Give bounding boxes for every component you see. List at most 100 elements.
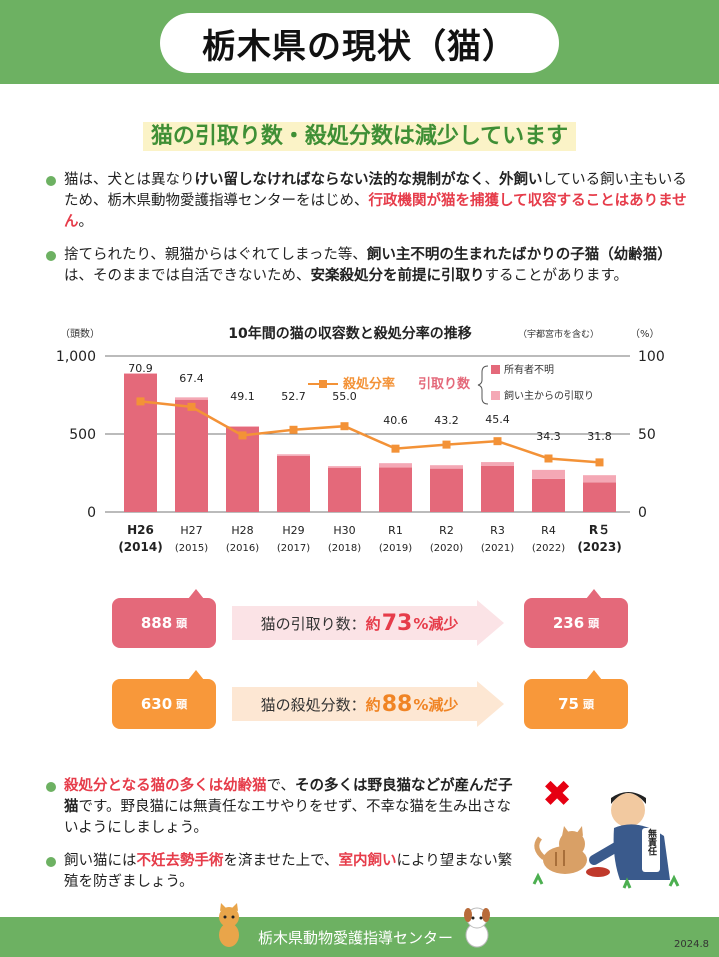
x-tick-year: (2020) (430, 543, 463, 554)
bar-owner-surrender (583, 475, 616, 483)
reduction-arrow: 猫の殺処分数：約 88 %減少 (232, 681, 512, 727)
chart-title-note: （宇都宮市を含む） (518, 328, 599, 340)
after-unit: 頭 (588, 617, 600, 630)
after-value-box: 75 頭 (524, 670, 628, 729)
rate-marker (595, 458, 604, 467)
footer: 栃木県動物愛護指導センター 2024.8 (0, 903, 719, 957)
legend-brace (477, 365, 489, 405)
bold-text: 安楽殺処分を前提に引取り (310, 268, 485, 284)
chart-svg: 10年間の猫の収容数と殺処分率の推移 （宇都宮市を含む） （頭数） （%） 1,… (56, 325, 665, 554)
cat-mascot-icon (219, 903, 239, 947)
rate-marker (340, 422, 349, 431)
before-value-box: 630 頭 (112, 670, 216, 729)
y-left-label: （頭数） (60, 327, 100, 340)
illustration-irresponsible-feeding: ✖ 無責任 (520, 768, 710, 898)
chart-legend: 殺処分率 引取り数 所有者不明 飼い主からの引取り (308, 363, 594, 405)
legend-bar-group-label: 引取り数 (418, 376, 471, 392)
bar-owner-unknown (583, 482, 616, 512)
bullet-item: 猫は、犬とは異なりけい留しなければならない法的な規制がなく、外飼いしている飼い主… (38, 170, 688, 233)
reduction-prefix: 約 (365, 614, 381, 633)
after-unit: 頭 (582, 698, 594, 711)
x-tick-label: R５ (589, 523, 610, 537)
x-tick-year: (2023) (577, 540, 621, 554)
arrow-shape (232, 600, 504, 646)
bar-owner-surrender (175, 397, 208, 400)
dog-mascot-icon (464, 907, 490, 948)
rate-marker (493, 437, 502, 446)
text: 飼い猫には (64, 853, 137, 869)
reduction-percent: 73 (381, 610, 413, 636)
rate-data-label: 49.1 (230, 390, 255, 403)
page-title: 栃木県の現状（猫） (202, 26, 517, 67)
comparison-euthanasia: 630 頭 猫の殺処分数：約 88 %減少 75 頭 (112, 670, 632, 735)
subtitle-text: 猫の引取り数・殺処分数は減少しています (142, 122, 577, 151)
legend-swatch (491, 391, 500, 400)
reduction-arrow: 猫の引取り数：約 73 %減少 (232, 600, 512, 646)
red-text: 殺処分となる猫の多くは幼齢猫 (64, 778, 267, 794)
x-tick-label: R3 (490, 524, 505, 537)
bar-owner-unknown (379, 467, 412, 512)
person-icon: 無責任 (589, 792, 670, 880)
x-mark-icon: ✖ (542, 774, 572, 815)
y-left-tick: 0 (87, 505, 96, 521)
bullet-item: 殺処分となる猫の多くは幼齢猫で、その多くは野良猫などが産んだ子猫です。野良猫には… (38, 776, 518, 839)
rate-data-label: 55.0 (332, 390, 357, 403)
text: は、そのままでは自活できないため、 (64, 268, 311, 284)
text: 捨てられたり、親猫からはぐれてしまった等、 (64, 247, 367, 263)
bar-owner-unknown (328, 468, 361, 512)
reduction-label: 猫の引取り数： (260, 614, 366, 633)
food-bowl-icon (586, 867, 610, 877)
bold-text: 外飼い (499, 172, 543, 188)
rate-data-label: 34.3 (536, 430, 561, 443)
bar-owner-surrender (481, 462, 514, 466)
y-right-tick: 0 (638, 505, 647, 521)
text: 。 (78, 214, 94, 230)
header-band: 栃木県の現状（猫） (0, 0, 719, 84)
bar-owner-unknown (124, 373, 157, 512)
reduction-text: 猫の引取り数：約 73 %減少 (232, 600, 487, 646)
chart: 10年間の猫の収容数と殺処分率の推移 （宇都宮市を含む） （頭数） （%） 1,… (40, 320, 690, 565)
after-value: 75 (558, 695, 579, 713)
bar-owner-surrender (226, 426, 259, 427)
before-unit: 頭 (176, 617, 188, 630)
rate-data-label: 52.7 (281, 390, 306, 403)
reduction-prefix: 約 (365, 695, 381, 714)
x-tick-year: (2019) (379, 543, 412, 554)
bullet-item: 飼い猫には不妊去勢手術を済ませた上で、室内飼いにより望まない繁殖を防ぎましょう。 (38, 851, 518, 893)
rate-marker (289, 425, 298, 434)
bar-owner-surrender (430, 465, 463, 469)
text: により望まない繁殖を防ぎましょう。 (64, 853, 513, 890)
chart-title: 10年間の猫の収容数と殺処分率の推移 (228, 325, 471, 342)
x-tick-year: (2017) (277, 543, 310, 554)
rate-line (140, 400, 600, 464)
feeding-illustration: ✖ 無責任 (532, 774, 680, 889)
y-right-tick: 100 (638, 349, 665, 365)
x-tick-year: (2015) (175, 543, 208, 554)
rate-data-label: 67.4 (179, 372, 204, 385)
subtitle: 猫の引取り数・殺処分数は減少しています (0, 118, 719, 151)
bold-text: けい留しなければならない法的な規制がなく (194, 172, 485, 188)
rate-marker (136, 397, 145, 406)
x-tick-label: R2 (439, 524, 454, 537)
bar-owner-unknown (226, 426, 259, 512)
x-tick-label: H28 (231, 524, 253, 537)
advice-bullets: 殺処分となる猫の多くは幼齢猫で、その多くは野良猫などが産んだ子猫です。野良猫には… (38, 776, 518, 905)
text: している飼い主もいるため、栃木県動物愛護指導センターをはじめ、 (64, 172, 687, 209)
y-left-tick: 500 (69, 427, 96, 443)
y-left-tick: 1,000 (56, 349, 96, 365)
x-tick-year: (2022) (532, 543, 565, 554)
x-tick-label: R1 (388, 524, 403, 537)
rate-data-label: 31.8 (587, 430, 612, 443)
bar-owner-unknown (532, 478, 565, 512)
text: 、 (484, 172, 500, 188)
x-tick-label: H30 (333, 524, 355, 537)
bar-owner-surrender (328, 466, 361, 469)
before-value-box: 888 頭 (112, 589, 216, 648)
legend-label: 飼い主からの引取り (504, 389, 594, 402)
reduction-label: 猫の殺処分数： (260, 695, 366, 714)
rate-data-label: 43.2 (434, 414, 459, 427)
x-tick-year: (2018) (328, 543, 361, 554)
before-value: 630 (140, 695, 173, 713)
bar-owner-surrender (532, 469, 565, 479)
reduction-suffix: %減少 (413, 695, 459, 714)
